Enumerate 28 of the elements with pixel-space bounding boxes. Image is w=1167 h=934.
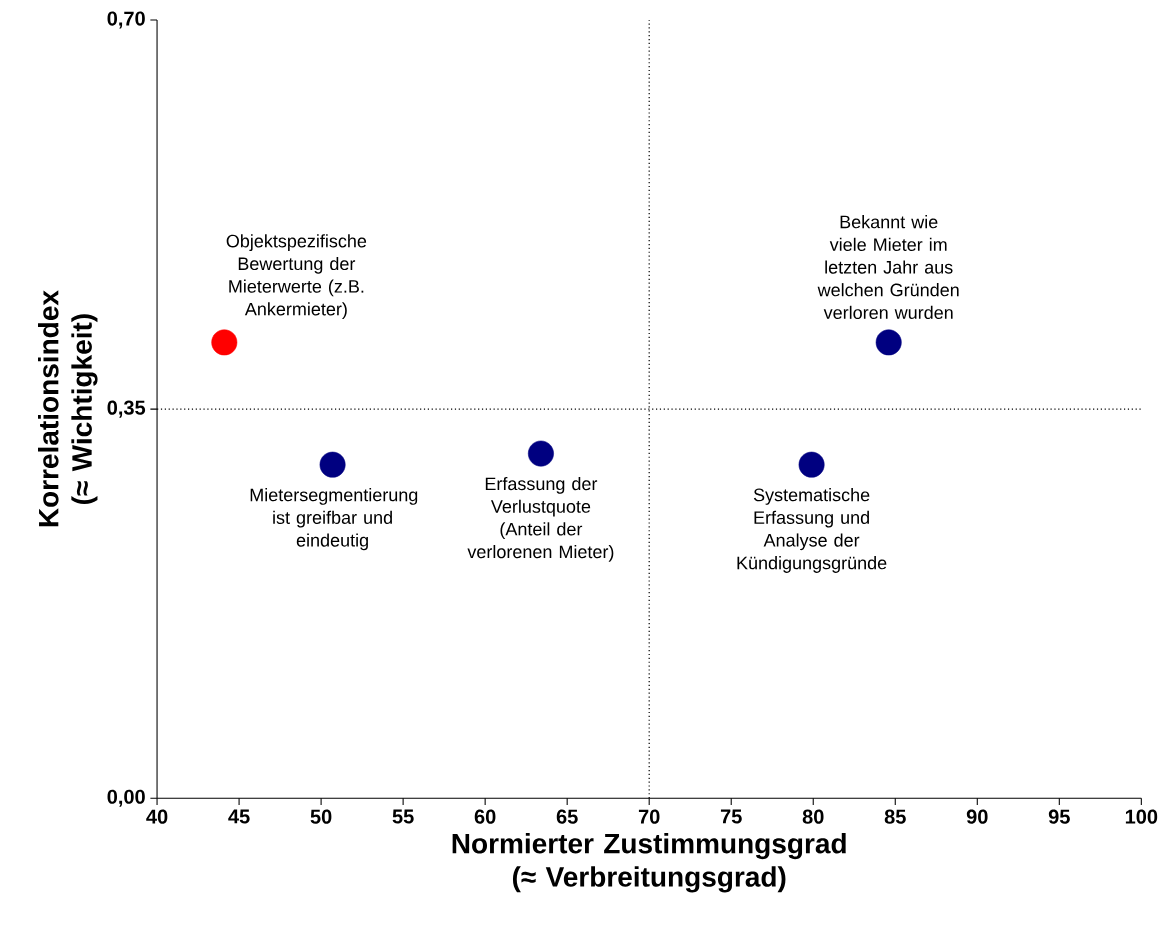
x-tick-label: 85 <box>884 809 906 824</box>
y-tick-label: 0,70 <box>107 11 145 29</box>
x-tick-label: 40 <box>146 809 168 824</box>
x-tick-label: 55 <box>392 809 414 824</box>
y-axis-title: Korrelationsindex (≈ Wichtigkeit) <box>38 290 98 527</box>
x-tick-label: 70 <box>638 809 660 824</box>
point <box>798 451 825 478</box>
x-tick-label: 90 <box>966 809 988 824</box>
annotation: Systematische Erfassung und Analyse der Kündigungsgründe <box>737 487 887 573</box>
x-axis-title: Normierter Zustimmungsgrad (≈ Verbreitungsgrad) <box>452 832 846 893</box>
x-tick-label: 65 <box>556 809 578 824</box>
point <box>527 440 554 467</box>
point <box>211 329 238 356</box>
x-tick-label: 100 <box>1125 809 1158 824</box>
y-tick-label: 0,00 <box>107 789 145 807</box>
x-tick-label: 45 <box>228 809 250 824</box>
x-tick-label: 80 <box>802 809 824 824</box>
x-tick-label: 50 <box>310 809 332 824</box>
x-tick-label: 60 <box>474 809 496 824</box>
annotation: Mietersegmentierung ist greifbar und eindeutig <box>250 487 418 551</box>
annotation: Objektspezifische Bewertung der Mieterwerte (z.B. Ankermieter) <box>226 234 367 319</box>
y-tick-label: 0,35 <box>107 400 146 418</box>
x-tick-label: 95 <box>1048 809 1070 824</box>
x-tick-label: 75 <box>720 809 742 824</box>
annotation: Erfassung der Verlustquote (Anteil der verlorenen Mieter) <box>467 476 614 562</box>
point <box>319 451 346 478</box>
point <box>875 329 902 356</box>
annotation: Bekannt wie viele Mieter im letzten Jahr aus welchen Gründen verloren wurden <box>817 214 959 319</box>
